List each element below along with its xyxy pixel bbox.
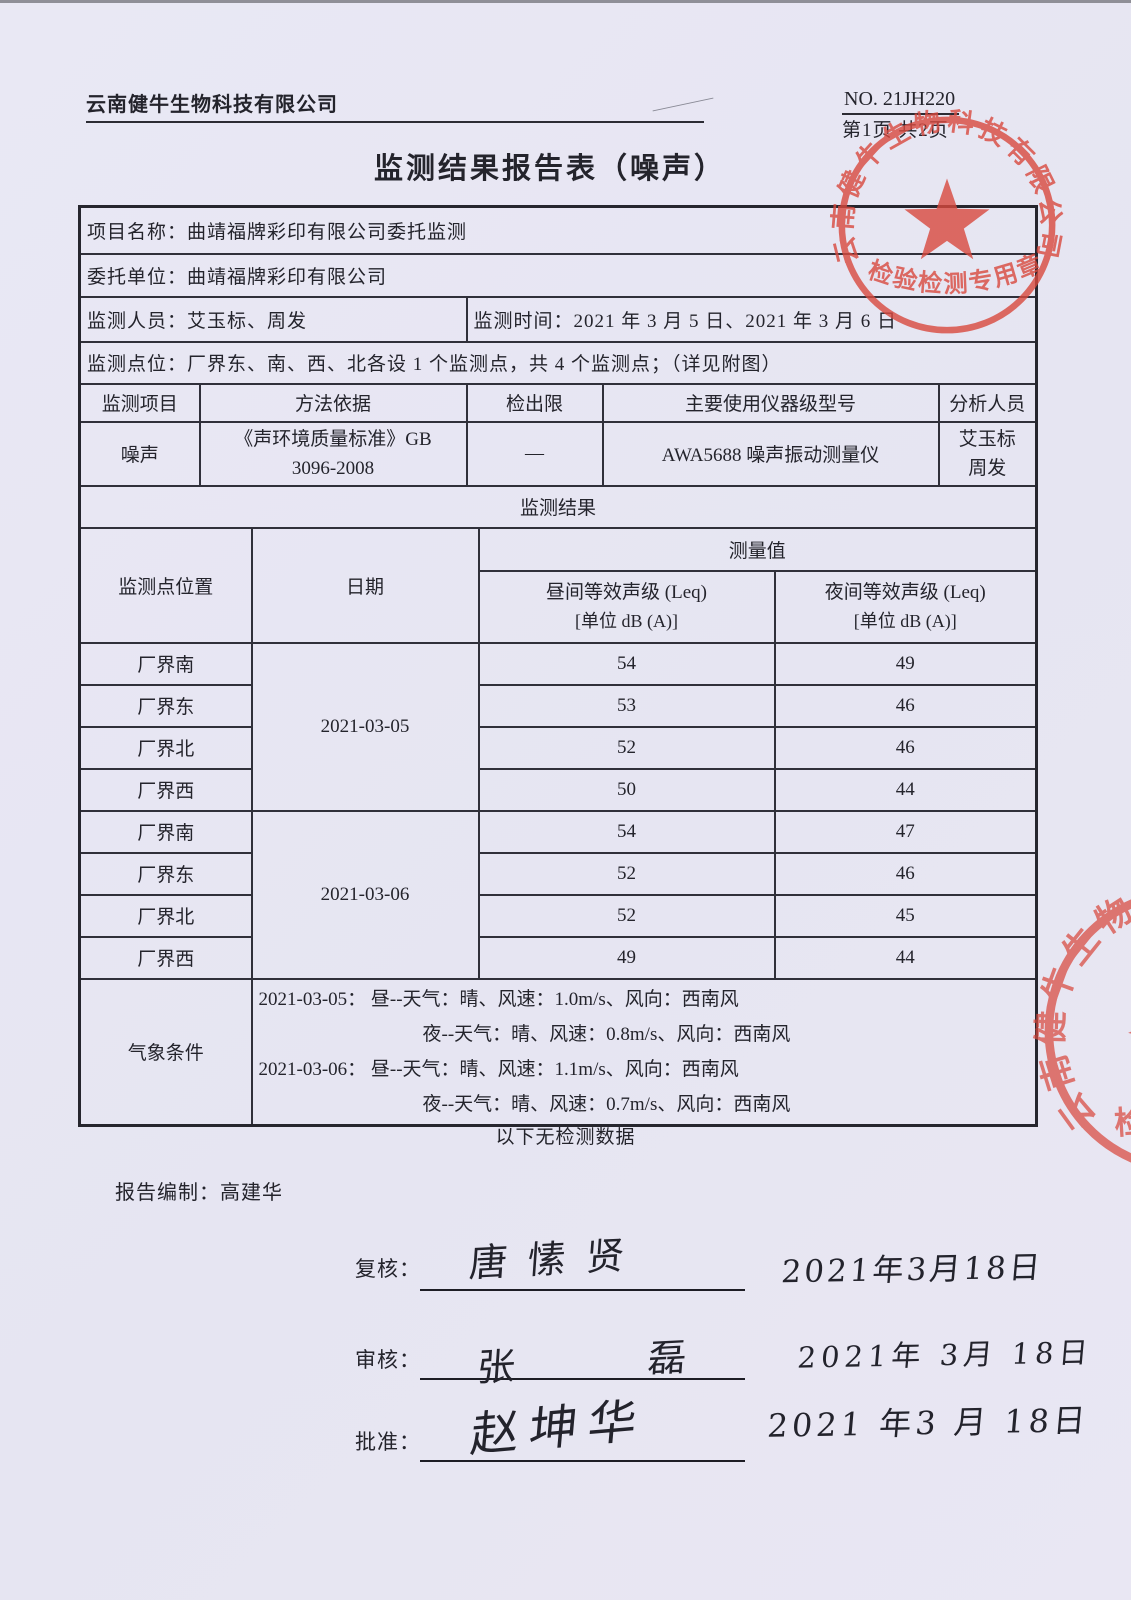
- table-row: 厂界东 52 46: [78, 851, 1038, 896]
- seal-bottom-text: 检验检测专用章: [865, 249, 1046, 298]
- result-day-value: 53: [477, 683, 776, 728]
- analyst-cell: 艾玉标 周发: [937, 420, 1038, 487]
- results-header-night: 夜间等效声级 (Leq) [单位 dB (A)]: [773, 569, 1038, 644]
- weather-label: 气象条件: [78, 977, 253, 1126]
- result-location: 厂界北: [78, 725, 253, 770]
- no-more-data-note: 以下无检测数据: [495, 1127, 636, 1148]
- results-header-location: 监测点位置: [78, 526, 253, 644]
- result-night-value: 44: [773, 935, 1038, 980]
- table-row: 厂界西 50 44: [78, 767, 1038, 812]
- result-night-value: 46: [773, 851, 1038, 896]
- weather-line-4: 夜--天气：晴、风速：0.7m/s、风向：西南风: [422, 1093, 791, 1115]
- night-unit-text: [单位 dB (A)]: [853, 610, 957, 631]
- table-row: 厂界北 52 45: [78, 893, 1038, 938]
- star-icon: [904, 178, 990, 260]
- col-header-analyst: 分析人员: [937, 382, 1038, 423]
- result-location: 厂界东: [78, 851, 253, 896]
- result-night-value: 49: [773, 641, 1038, 686]
- audit-signature-line: [420, 1378, 745, 1380]
- result-location: 厂界西: [78, 935, 253, 980]
- points-row: 监测点位：厂界东、南、西、北各设 1 个监测点，共 4 个监测点；（详见附图）: [78, 340, 1038, 385]
- project-name-row: 项目名称：曲靖福牌彩印有限公司委托监测: [78, 205, 1038, 255]
- review-label: 复核：: [355, 1257, 421, 1281]
- personnel-cell: 监测人员：艾玉标、周发: [78, 295, 468, 343]
- audit-label: 审核：: [355, 1348, 421, 1372]
- col-header-detection-limit: 检出限: [465, 382, 604, 423]
- col-header-item: 监测项目: [78, 382, 201, 423]
- audit-signature: 张 磊: [475, 1332, 749, 1390]
- result-location: 厂界北: [78, 893, 253, 938]
- audit-date: 2021年 3月 18日: [796, 1335, 1095, 1375]
- table-row: 厂界北 52 46: [78, 725, 1038, 770]
- result-location: 厂界南: [78, 641, 253, 686]
- results-header-day: 昼间等效声级 (Leq) [单位 dB (A)]: [477, 569, 776, 644]
- detection-limit-cell: —: [465, 420, 604, 487]
- scan-edge-artifact: [0, 0, 1131, 3]
- approve-signature-line: [420, 1460, 745, 1462]
- report-table: 项目名称：曲靖福牌彩印有限公司委托监测 委托单位：曲靖福牌彩印有限公司 监测人员…: [78, 205, 1039, 1127]
- col-header-method: 方法依据: [198, 382, 468, 423]
- result-date-group-1: 2021-03-05: [250, 641, 480, 812]
- result-day-value: 52: [477, 725, 776, 770]
- company-seal: 云南健牛生物科技有限公司 检验检测专用章: [828, 107, 1066, 334]
- method-cell: 《声环境质量标准》GB 3096-2008: [198, 420, 468, 487]
- weather-line-2: 夜--天气：晴、风速：0.8m/s、风向：西南风: [422, 1023, 791, 1045]
- review-signature-line: [420, 1289, 745, 1291]
- result-day-value: 52: [477, 893, 776, 938]
- analyst-name-1: 艾玉标: [958, 428, 1016, 450]
- star-icon: [1128, 973, 1131, 1086]
- client-row: 委托单位：曲靖福牌彩印有限公司: [78, 252, 1038, 298]
- document-title: 监测结果报告表（噪声）: [373, 153, 726, 185]
- result-location: 厂界南: [78, 809, 253, 854]
- result-night-value: 46: [773, 725, 1038, 770]
- result-day-value: 54: [477, 809, 776, 854]
- table-row: 厂界西 49 44: [78, 935, 1038, 980]
- time-cell: 监测时间：2021 年 3 月 5 日、2021 年 3 月 6 日: [465, 295, 1038, 343]
- approve-label: 批准：: [355, 1430, 421, 1454]
- review-signature: 唐愫贤: [467, 1232, 646, 1286]
- weather-conditions: 2021-03-05： 昼--天气：晴、风速：1.0m/s、风向：西南风 夜--…: [250, 977, 1038, 1126]
- col-header-instrument: 主要使用仪器级型号: [601, 382, 940, 423]
- analyst-name-2: 周发: [968, 457, 1007, 479]
- results-header-value: 测量值: [477, 526, 1038, 572]
- result-day-value: 49: [477, 935, 776, 980]
- result-location: 厂界西: [78, 767, 253, 812]
- prepared-by: 报告编制：高建华: [115, 1182, 283, 1204]
- result-day-value: 50: [477, 767, 776, 812]
- result-night-value: 44: [773, 767, 1038, 812]
- day-unit-text: [单位 dB (A)]: [575, 610, 678, 631]
- results-header-date: 日期: [250, 526, 480, 644]
- result-day-value: 54: [477, 641, 776, 686]
- day-header-text: 昼间等效声级 (Leq): [546, 581, 707, 603]
- table-row: 厂界南 2021-03-05 54 49: [78, 641, 1038, 812]
- seal-ring: [1044, 887, 1131, 1175]
- seal-ring: [838, 116, 1056, 334]
- company-name: 云南健牛生物科技有限公司: [86, 88, 704, 123]
- result-night-value: 46: [773, 683, 1038, 728]
- weather-line-3: 2021-03-06： 昼--天气：晴、风速：1.1m/s、风向：西南风: [258, 1058, 739, 1080]
- item-cell: 噪声: [78, 420, 201, 487]
- review-date: 2021年3月18日: [779, 1249, 1045, 1291]
- result-day-value: 52: [477, 851, 776, 896]
- weather-line-1: 2021-03-05： 昼--天气：晴、风速：1.0m/s、风向：西南风: [258, 988, 739, 1010]
- result-night-value: 45: [773, 893, 1038, 938]
- table-row: 厂界东 53 46: [78, 683, 1038, 728]
- approve-signature: 赵坤华: [468, 1392, 650, 1464]
- table-row: 厂界南 2021-03-06 54 47: [78, 809, 1038, 980]
- results-section-title: 监测结果: [78, 484, 1038, 529]
- approve-date: 2021 年3 月 18日: [765, 1401, 1091, 1445]
- result-location: 厂界东: [78, 683, 253, 728]
- night-header-text: 夜间等效声级 (Leq): [824, 581, 986, 603]
- instrument-cell: AWA5688 噪声振动测量仪: [601, 420, 940, 487]
- result-night-value: 47: [773, 809, 1038, 854]
- report-number: NO. 21JH220: [842, 88, 960, 115]
- result-date-group-2: 2021-03-06: [250, 809, 480, 980]
